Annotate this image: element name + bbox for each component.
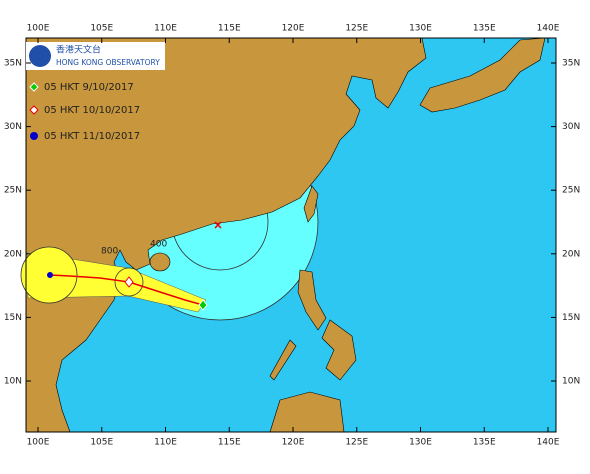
taiwan [303,185,319,223]
legend-label: 05 HKT 10/10/2017 [44,105,140,116]
japan [419,37,546,113]
lat-label: 15N [562,313,580,323]
lon-label: 130E [409,24,432,34]
lon-label: 120E [282,438,305,448]
borneo [269,391,345,433]
lon-label: 110E [154,438,177,448]
land [25,37,546,433]
map-frame [25,37,557,433]
point-10-10 [124,276,134,288]
logo: 香港天文台 HONG KONG OBSERVATORY [26,42,165,70]
lon-label: 105E [90,438,113,448]
lat-label: 35N [4,59,22,69]
point-11-10 [47,272,53,278]
lon-label: 110E [154,24,177,34]
legend-marker [30,132,38,140]
lon-label: 135E [473,24,496,34]
hong-kong-marker [214,221,222,229]
lat-label: 15N [4,313,22,323]
lat-label: 10N [4,377,22,387]
philippines [269,269,357,381]
lon-label: 125E [345,438,368,448]
lon-label: 115E [218,24,241,34]
lon-label: 140E [537,438,560,448]
lat-label: 30N [562,122,580,132]
lon-label: 100E [27,24,50,34]
lat-label: 30N [4,122,22,132]
lat-label: 20N [4,249,22,259]
legend-marker [29,82,39,92]
lat-label: 35N [562,59,580,69]
hainan [149,252,171,272]
logo-chinese: 香港天文台 [56,44,101,56]
lon-label: 120E [282,24,305,34]
lon-label: 125E [345,24,368,34]
lon-label: 140E [537,24,560,34]
lat-label: 10N [562,377,580,387]
lon-label: 100E [27,438,50,448]
legend-label: 05 HKT 11/10/2017 [44,131,140,142]
logo-emblem [29,45,51,67]
legend-label: 05 HKT 9/10/2017 [44,82,134,93]
lat-label: 25N [4,186,22,196]
logo-english: HONG KONG OBSERVATORY [56,58,160,67]
point-9-10 [198,299,208,311]
range-label: 800 [101,247,118,257]
lon-label: 130E [409,438,432,448]
legend-marker [29,105,39,115]
legend: 05 HKT 9/10/2017 05 HKT 10/10/2017 05 HK… [29,82,140,142]
range-label: 400 [150,240,167,250]
lon-label: 105E [90,24,113,34]
lat-label: 20N [562,249,580,259]
mainland [25,37,427,433]
lon-label: 135E [473,438,496,448]
lon-label: 115E [218,438,241,448]
lat-label: 25N [562,186,580,196]
